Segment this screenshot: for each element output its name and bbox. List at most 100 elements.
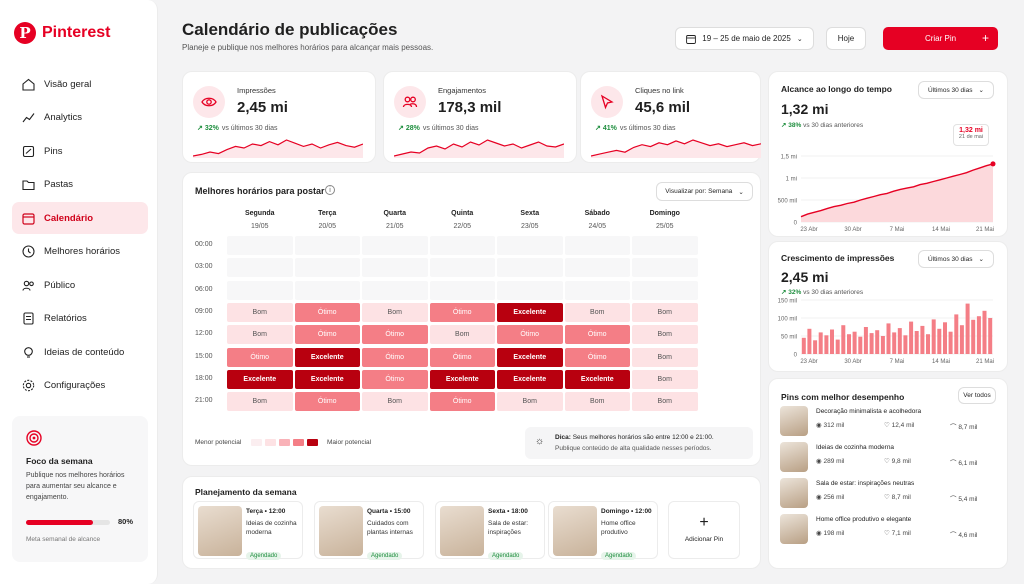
- growth-bar[interactable]: [971, 319, 976, 354]
- heatmap-cell[interactable]: Bom: [564, 392, 630, 412]
- growth-bar[interactable]: [841, 325, 846, 354]
- sidebar-item-gear[interactable]: Configurações: [12, 370, 148, 402]
- heatmap-cell[interactable]: [632, 280, 698, 300]
- top-pin-row[interactable]: Decoração minimalista e acolhedora ◉ 312 …: [780, 406, 1000, 438]
- top-pin-row[interactable]: Ideias de cozinha moderna ◉ 289 mil ♡ 9,8 …: [780, 442, 1000, 474]
- plan-item[interactable]: Quarta • 15:00 Cuidados com plantas inter…: [314, 501, 424, 560]
- growth-bar[interactable]: [863, 327, 868, 354]
- growth-bar[interactable]: [801, 337, 806, 354]
- growth-bar[interactable]: [982, 310, 987, 354]
- heatmap-cell[interactable]: Ótimo: [362, 369, 428, 389]
- top-pin-row[interactable]: Sala de estar: inspirações neutras ◉ 256 …: [780, 478, 1000, 510]
- growth-bar[interactable]: [931, 319, 936, 354]
- heatmap-cell[interactable]: Bom: [632, 369, 698, 389]
- growth-bar[interactable]: [824, 335, 829, 354]
- heatmap-cell[interactable]: [497, 236, 563, 255]
- heatmap-cell[interactable]: Bom: [227, 392, 293, 412]
- heatmap-cell[interactable]: Ótimo: [227, 347, 293, 367]
- heatmap-cell[interactable]: [429, 280, 495, 300]
- heatmap-cell[interactable]: [227, 258, 293, 278]
- growth-bar[interactable]: [813, 340, 818, 354]
- growth-bar[interactable]: [965, 303, 970, 354]
- growth-bar[interactable]: [920, 325, 925, 354]
- growth-bar[interactable]: [954, 314, 959, 354]
- growth-bar[interactable]: [959, 325, 964, 354]
- heatmap-cell[interactable]: Ótimo: [294, 325, 360, 345]
- sidebar-item-analytics[interactable]: Analytics: [12, 102, 148, 134]
- heatmap-cell[interactable]: Excelente: [497, 369, 563, 389]
- growth-bar[interactable]: [937, 328, 942, 354]
- heatmap-cell[interactable]: Bom: [632, 325, 698, 345]
- view-by-select[interactable]: Visualizar por: Semana ⌄: [656, 182, 753, 201]
- plan-item[interactable]: Terça • 12:00 Ideias de cozinha moderna Ag…: [193, 501, 303, 560]
- growth-bar[interactable]: [903, 335, 908, 354]
- heatmap-cell[interactable]: Bom: [429, 325, 495, 345]
- heatmap-cell[interactable]: Ótimo: [294, 392, 360, 412]
- today-button[interactable]: Hoje: [826, 27, 866, 50]
- heatmap-cell[interactable]: [227, 236, 293, 255]
- heatmap-cell[interactable]: [294, 280, 360, 300]
- heatmap-cell[interactable]: Excelente: [497, 347, 563, 367]
- growth-bar[interactable]: [976, 316, 981, 354]
- sidebar-item-calendar[interactable]: Calendário: [12, 202, 148, 234]
- growth-bar[interactable]: [988, 318, 993, 354]
- heatmap-cell[interactable]: Ótimo: [497, 325, 563, 345]
- growth-bar[interactable]: [914, 331, 919, 354]
- growth-bar[interactable]: [847, 334, 851, 354]
- plan-item[interactable]: Domingo • 12:00 Home office produtivo Agen…: [548, 501, 658, 560]
- heatmap-cell[interactable]: Bom: [632, 347, 698, 367]
- growth-bar[interactable]: [948, 331, 953, 354]
- reach-last-point[interactable]: [990, 161, 996, 167]
- heatmap-cell[interactable]: Ótimo: [294, 302, 360, 322]
- heatmap-cell[interactable]: Ótimo: [362, 325, 428, 345]
- heatmap-cell[interactable]: Bom: [497, 392, 563, 412]
- heatmap-cell[interactable]: Ótimo: [429, 347, 495, 367]
- growth-bar[interactable]: [858, 336, 863, 354]
- growth-bar[interactable]: [852, 331, 857, 354]
- heatmap-cell[interactable]: [294, 258, 360, 278]
- heatmap-cell[interactable]: Bom: [362, 392, 428, 412]
- heatmap-cell[interactable]: [564, 258, 630, 278]
- info-icon[interactable]: i: [325, 185, 335, 195]
- growth-bar[interactable]: [909, 321, 914, 354]
- sidebar-item-audience[interactable]: Público: [12, 269, 148, 301]
- add-pin-button[interactable]: + Adicionar Pin: [668, 501, 740, 559]
- heatmap-cell[interactable]: Excelente: [227, 369, 293, 389]
- create-pin-button[interactable]: Criar Pin +: [883, 27, 998, 50]
- heatmap-cell[interactable]: [294, 236, 360, 255]
- top-pin-row[interactable]: Home office produtivo e elegante ◉ 198 mi…: [780, 514, 1000, 546]
- heatmap-cell[interactable]: [429, 258, 495, 278]
- heatmap-cell[interactable]: Excelente: [294, 347, 360, 367]
- growth-bar[interactable]: [886, 323, 891, 354]
- heatmap-cell[interactable]: [429, 236, 495, 255]
- heatmap-cell[interactable]: [362, 258, 428, 278]
- heatmap-cell[interactable]: [632, 236, 698, 255]
- heatmap-cell[interactable]: Ótimo: [564, 347, 630, 367]
- sidebar-item-folder[interactable]: Pastas: [12, 169, 148, 201]
- growth-bar[interactable]: [869, 333, 874, 354]
- heatmap-cell[interactable]: Ótimo: [362, 347, 428, 367]
- heatmap-cell[interactable]: Excelente: [429, 369, 495, 389]
- growth-bar[interactable]: [926, 334, 930, 354]
- heatmap-cell[interactable]: Excelente: [564, 369, 630, 389]
- view-all-button[interactable]: Ver todos: [958, 387, 996, 404]
- heatmap-cell[interactable]: [497, 258, 563, 278]
- sidebar-item-home[interactable]: Visão geral: [12, 68, 148, 100]
- heatmap-cell[interactable]: [362, 280, 428, 300]
- heatmap-cell[interactable]: Ótimo: [429, 392, 495, 412]
- pinterest-logo[interactable]: P Pinterest: [14, 22, 110, 44]
- growth-bar[interactable]: [892, 332, 897, 354]
- heatmap-cell[interactable]: [564, 280, 630, 300]
- heatmap-cell[interactable]: [497, 280, 563, 300]
- growth-bar[interactable]: [880, 336, 885, 354]
- heatmap-cell[interactable]: Ótimo: [429, 302, 495, 322]
- growth-period-select[interactable]: Últimos 30 dias ⌄: [918, 250, 994, 268]
- growth-bar[interactable]: [875, 330, 880, 354]
- growth-bar[interactable]: [807, 328, 812, 354]
- growth-bar[interactable]: [818, 332, 823, 354]
- heatmap-cell[interactable]: [227, 280, 293, 300]
- heatmap-cell[interactable]: [564, 236, 630, 255]
- heatmap-cell[interactable]: Bom: [632, 392, 698, 412]
- growth-bar[interactable]: [830, 329, 834, 355]
- sidebar-item-clock[interactable]: Melhores horários: [12, 236, 148, 268]
